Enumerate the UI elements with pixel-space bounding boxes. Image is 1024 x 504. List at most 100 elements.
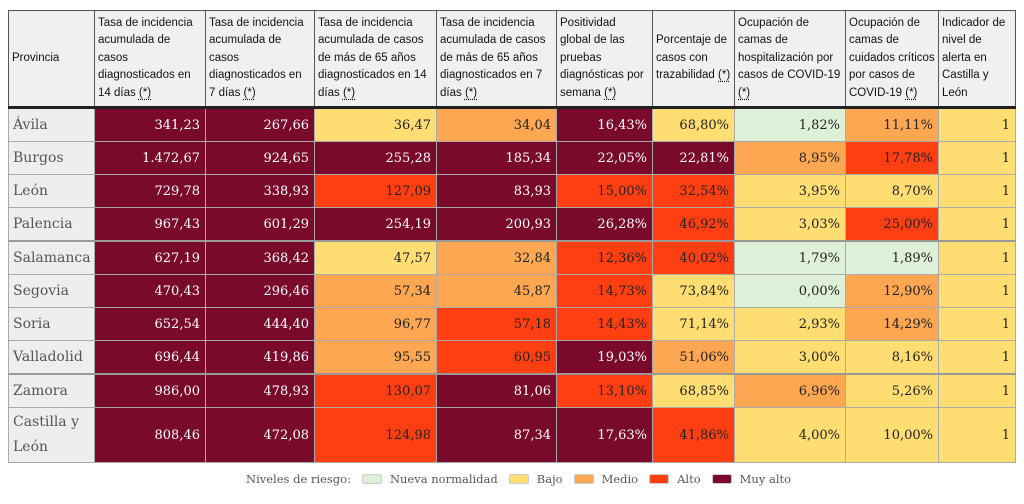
indicator-cell: 696,44	[94, 340, 206, 375]
table-row: Palencia 967,43 601,29 254,19 200,93 26,28% 46…	[8, 207, 1016, 242]
indicator-cell: 967,43	[94, 207, 206, 242]
province-name: Burgos	[8, 141, 95, 175]
indicator-cell: 808,46	[94, 407, 206, 463]
indicator-cell: 95,55	[314, 340, 437, 375]
indicator-cell: 22,81%	[652, 141, 735, 175]
table-row: León 729,78 338,93 127,09 83,93 15,00% 32,54% 3…	[8, 174, 1016, 208]
column-header: Ocupación de camas de hospitalización po…	[734, 10, 846, 109]
table-row: Segovia 470,43 296,46 57,34 45,87 14,73% 73,84…	[8, 274, 1016, 308]
column-header: Tasa de incidencia acumulada de casos di…	[205, 10, 315, 109]
indicator-cell: 60,95	[436, 340, 557, 375]
indicator-cell: 1	[938, 207, 1016, 242]
indicator-cell: 601,29	[205, 207, 315, 242]
footnote-link[interactable]: (*)	[464, 86, 478, 99]
column-header-label: Provincia	[12, 51, 60, 64]
indicator-cell: 3,95%	[734, 174, 846, 208]
column-header: Porcentaje de casos con trazabilidad (*)	[652, 10, 735, 109]
indicator-cell: 8,16%	[845, 340, 939, 375]
indicator-cell: 729,78	[94, 174, 206, 208]
indicator-cell: 3,03%	[734, 207, 846, 242]
column-header-label: Tasa de incidencia acumulada de casos di…	[98, 16, 193, 99]
footnote-link[interactable]: (*)	[738, 86, 751, 99]
indicator-cell: 1,82%	[734, 107, 846, 142]
province-name: Palencia	[8, 207, 95, 242]
indicator-cell: 12,90%	[845, 274, 939, 308]
province-name: Castilla y León	[8, 407, 95, 463]
indicator-cell: 13,10%	[556, 373, 653, 408]
indicator-cell: 5,26%	[845, 373, 939, 408]
indicator-cell: 17,78%	[845, 141, 939, 175]
legend-label: Bajo	[536, 472, 563, 486]
table-row: Ávila 341,23 267,66 36,47 34,04 16,43% 68,80% 1…	[8, 107, 1016, 142]
indicator-cell: 14,43%	[556, 307, 653, 341]
indicator-cell: 470,43	[94, 274, 206, 308]
indicator-cell: 2,93%	[734, 307, 846, 341]
legend-label: Alto	[677, 472, 701, 486]
footnote-link[interactable]: (*)	[243, 86, 256, 99]
table-row: Zamora 986,00 478,93 130,07 81,06 13,10% 68,85…	[8, 373, 1016, 408]
legend-swatch-m	[573, 474, 594, 484]
indicator-cell: 25,00%	[845, 207, 939, 242]
column-header-label: Tasa de incidencia acumulada de casos de…	[440, 16, 546, 99]
indicator-cell: 1	[938, 107, 1016, 142]
indicator-cell: 1	[938, 240, 1016, 275]
risk-legend: Niveles de riesgo: Nueva normalidad Bajo M…	[246, 472, 791, 486]
indicator-cell: 127,09	[314, 174, 437, 208]
province-name: Segovia	[8, 274, 95, 308]
column-header: Tasa de incidencia acumulada de casos di…	[94, 10, 206, 109]
legend-label: Medio	[601, 472, 639, 486]
indicator-cell: 47,57	[314, 240, 437, 275]
indicator-cell: 68,85%	[652, 373, 735, 408]
footnote-link[interactable]: (*)	[138, 86, 152, 99]
indicator-cell: 368,42	[205, 240, 315, 275]
indicator-cell: 14,73%	[556, 274, 653, 308]
legend-title: Niveles de riesgo:	[246, 472, 351, 486]
indicator-cell: 16,43%	[556, 107, 653, 142]
indicator-cell: 1,79%	[734, 240, 846, 275]
province-name: León	[8, 174, 95, 208]
table-row: Valladolid 696,44 419,86 95,55 60,95 19,03% 51…	[8, 340, 1016, 375]
indicator-cell: 12,36%	[556, 240, 653, 275]
indicator-cell: 22,05%	[556, 141, 653, 175]
indicator-cell: 19,03%	[556, 340, 653, 375]
indicator-cell: 296,46	[205, 274, 315, 308]
province-name: Ávila	[8, 107, 95, 142]
indicator-cell: 419,86	[205, 340, 315, 375]
column-header-label: Indicador de nivel de alerta en Castilla…	[942, 16, 1006, 99]
table-row: Burgos 1.472,67 924,65 255,28 185,34 22,05% 22…	[8, 141, 1016, 175]
indicator-cell: 1	[938, 340, 1016, 375]
legend-label: Nueva normalidad	[389, 472, 498, 486]
column-header: Tasa de incidencia acumulada de casos de…	[436, 10, 557, 109]
indicator-cell: 924,65	[205, 141, 315, 175]
indicator-cell: 41,86%	[652, 407, 735, 463]
indicator-cell: 341,23	[94, 107, 206, 142]
footnote-link[interactable]: (*)	[905, 86, 918, 99]
indicator-cell: 96,77	[314, 307, 437, 341]
indicator-cell: 87,34	[436, 407, 557, 463]
table-body: Ávila 341,23 267,66 36,47 34,04 16,43% 68,80% 1…	[8, 107, 1016, 463]
indicator-cell: 627,19	[94, 240, 206, 275]
legend-swatch-a	[649, 474, 670, 484]
indicator-cell: 45,87	[436, 274, 557, 308]
footnote-link[interactable]: (*)	[604, 86, 617, 99]
indicator-cell: 185,34	[436, 141, 557, 175]
indicator-cell: 14,29%	[845, 307, 939, 341]
indicator-cell: 11,11%	[845, 107, 939, 142]
legend-label: Muy alto	[739, 472, 792, 486]
footnote-link[interactable]: (*)	[718, 69, 731, 82]
province-name: Zamora	[8, 373, 95, 408]
column-header-label: Ocupación de camas de cuidados críticos …	[849, 16, 935, 99]
indicator-cell: 1.472,67	[94, 141, 206, 175]
indicator-cell: 255,28	[314, 141, 437, 175]
indicator-cell: 15,00%	[556, 174, 653, 208]
legend-swatch-b	[508, 474, 529, 484]
indicator-cell: 57,34	[314, 274, 437, 308]
indicator-cell: 1	[938, 373, 1016, 408]
indicator-cell: 57,18	[436, 307, 557, 341]
indicator-cell: 986,00	[94, 373, 206, 408]
footnote-link[interactable]: (*)	[342, 86, 356, 99]
indicator-cell: 32,84	[436, 240, 557, 275]
indicator-cell: 10,00%	[845, 407, 939, 463]
indicator-cell: 32,54%	[652, 174, 735, 208]
indicator-cell: 36,47	[314, 107, 437, 142]
